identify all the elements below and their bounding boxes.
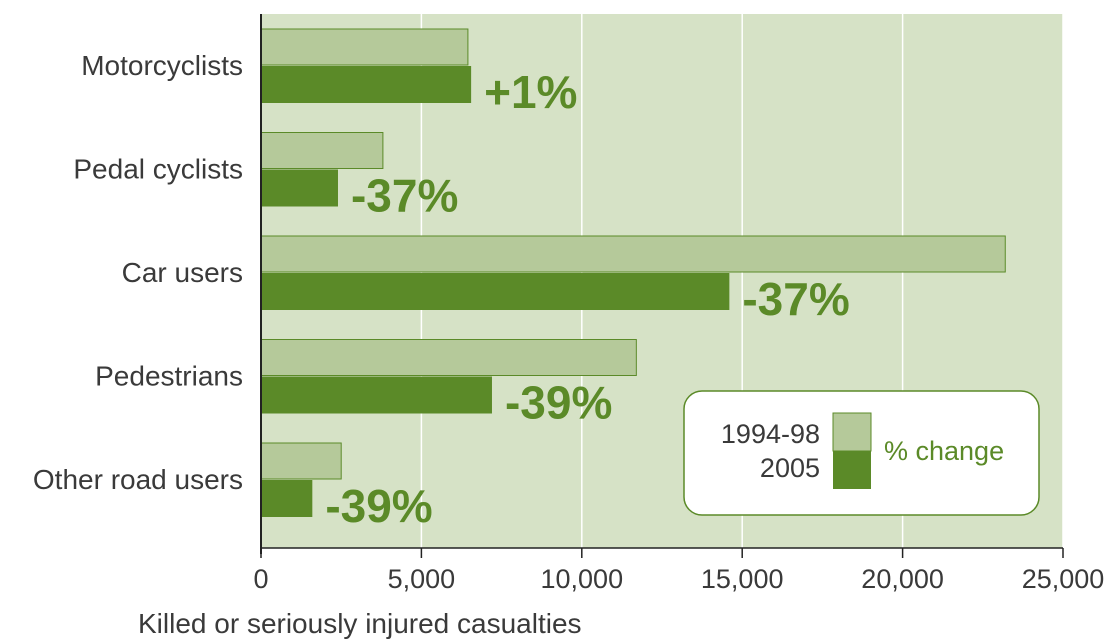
tick-labels: 0 5,000 10,000 15,000 20,000 25,000 <box>253 564 1104 594</box>
legend-label-2005: 2005 <box>760 453 820 483</box>
bar-1994-98-pedal-cyclists <box>260 132 384 169</box>
bar-1994-98-other-road-users <box>260 442 342 480</box>
axes <box>260 14 1064 558</box>
change-labels: +1% -37% -37% -39% -39% <box>325 66 849 532</box>
x-tick-label: 20,000 <box>861 564 944 594</box>
bars <box>260 28 1006 517</box>
bar-2005-pedal-cyclists <box>261 169 338 207</box>
x-tick-label: 5,000 <box>388 564 456 594</box>
bar-2005-car-users <box>261 273 730 310</box>
legend-change-label: % change <box>884 436 1004 466</box>
category-labels: Motorcyclists Pedal cyclists Car users Pede… <box>33 50 243 495</box>
bar-2005-pedestrians <box>261 376 492 414</box>
x-tick-label: 10,000 <box>541 564 624 594</box>
change-label-pedal-cyclists: -37% <box>351 170 458 222</box>
change-label-car-users: -37% <box>742 273 849 325</box>
legend: 1994-98 2005 % change <box>683 390 1040 516</box>
category-label-pedestrians: Pedestrians <box>95 361 243 392</box>
bar-2005-motorcyclists <box>261 66 472 103</box>
legend-swatch-2005 <box>833 451 871 489</box>
bar-1994-98-motorcyclists <box>260 28 469 66</box>
legend-label-1994-98: 1994-98 <box>721 419 820 449</box>
category-label-car-users: Car users <box>122 257 243 288</box>
x-tick-label: 25,000 <box>1022 564 1105 594</box>
x-tick-label: 15,000 <box>701 564 784 594</box>
bar-1994-98-pedestrians <box>260 339 637 376</box>
x-tick-label: 0 <box>253 564 268 594</box>
category-label-motorcyclists: Motorcyclists <box>81 50 243 81</box>
category-label-pedal-cyclists: Pedal cyclists <box>73 154 243 185</box>
category-label-other-road-users: Other road users <box>33 464 243 495</box>
change-label-other-road-users: -39% <box>325 480 432 532</box>
x-axis-label: Killed or seriously injured casualties <box>138 608 582 639</box>
bar-2005-other-road-users <box>261 480 313 517</box>
bar-1994-98-car-users <box>260 235 1006 273</box>
change-label-motorcyclists: +1% <box>484 66 577 118</box>
legend-swatch-1994-98 <box>832 412 872 452</box>
change-label-pedestrians: -39% <box>505 377 612 429</box>
